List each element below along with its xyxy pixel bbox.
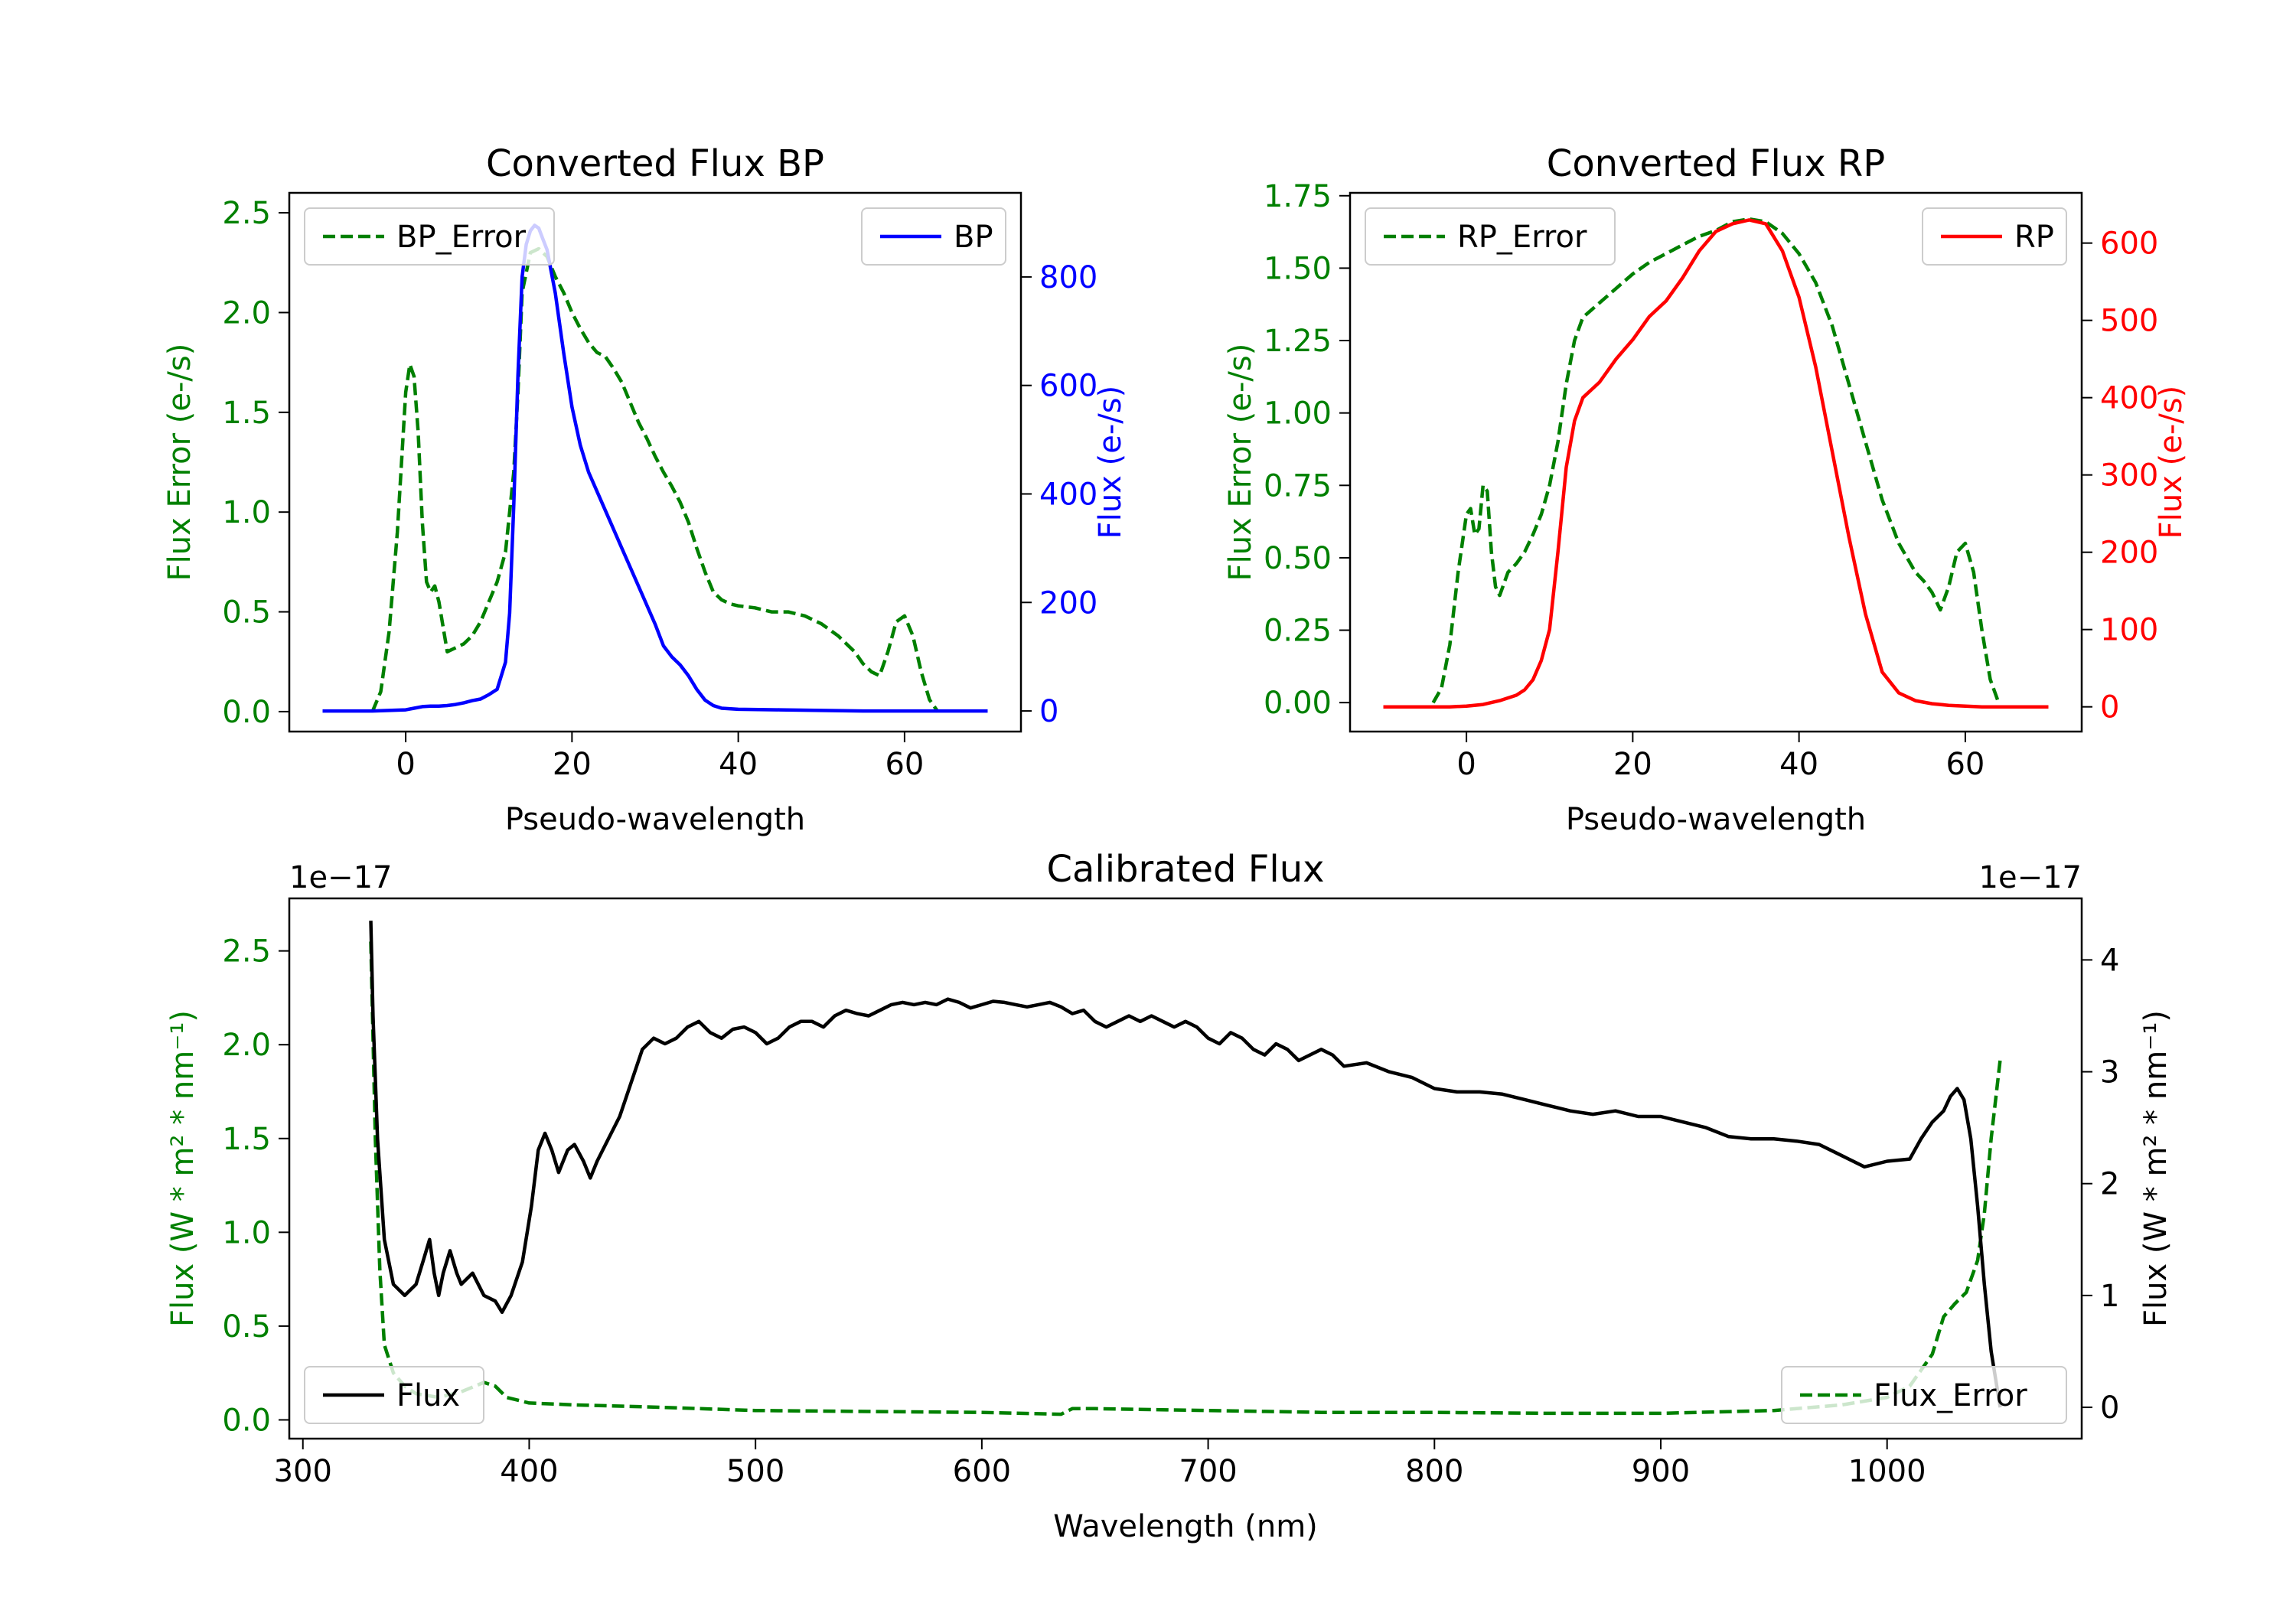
y-right-tick-label: 3 — [2100, 1055, 2119, 1090]
y-right-tick-label: 600 — [2100, 227, 2158, 262]
y-right-axis-label: Flux (W * m² * nm⁻¹) — [2138, 1010, 2174, 1327]
series-line-flux — [369, 921, 2002, 1408]
y-right-tick-label: 300 — [2100, 458, 2158, 494]
legend-box — [304, 1366, 484, 1424]
legend-rp-error: RP_Error — [1365, 207, 1616, 266]
y-left-tick-label: 1.0 — [222, 1215, 271, 1250]
y-left-tick-label: 1.50 — [1264, 251, 1332, 286]
y-right-tick-label: 400 — [1039, 477, 1097, 512]
y-right-tick-label: 0 — [2100, 1390, 2119, 1426]
x-axis-label: Pseudo-wavelength — [1566, 802, 1866, 837]
y-right-tick-label: 500 — [2100, 304, 2158, 339]
y-left-offset-text: 1e−17 — [289, 860, 392, 895]
x-tick-label: 0 — [396, 747, 415, 782]
y-left-tick-label: 0.5 — [222, 595, 271, 631]
y-left-tick-label: 0.75 — [1264, 468, 1332, 504]
legend-label: Flux — [396, 1378, 460, 1413]
legend-flux: Flux — [304, 1366, 484, 1424]
y-right-tick-label: 100 — [2100, 613, 2158, 648]
y-right-tick-label: 800 — [1039, 260, 1097, 295]
x-tick-label: 400 — [500, 1454, 558, 1489]
x-tick-label: 20 — [1613, 747, 1652, 782]
y-right-tick-label: 1 — [2100, 1279, 2119, 1314]
axes-frame — [288, 897, 2083, 1440]
y-right-axis-label: Flux (e-/s) — [1093, 386, 1128, 539]
x-tick-label: 60 — [1945, 747, 1985, 782]
axes-frame — [1349, 191, 2083, 733]
y-right-tick-label: 0 — [1039, 694, 1058, 729]
series-line-rp — [1383, 218, 2049, 709]
chart-panel-1: 0 20 40 60 0.0 0.5 1.0 1.5 2.0 2.5 0 200 400 600 800 Co… — [162, 142, 1128, 837]
y-left-tick-label: 1.75 — [1264, 179, 1332, 214]
x-tick-label: 700 — [1179, 1454, 1237, 1489]
y-left-tick-label: 1.5 — [222, 396, 271, 431]
x-tick-label: 60 — [885, 747, 924, 782]
y-left-tick-label: 0.50 — [1264, 541, 1332, 576]
legend-label: RP — [2014, 220, 2054, 255]
legend-label: Flux_Error — [1874, 1378, 2027, 1413]
legend-label: BP_Error — [396, 220, 527, 255]
legend-label: BP — [954, 220, 993, 255]
x-tick-label: 1000 — [1848, 1454, 1926, 1489]
y-left-tick-label: 0.25 — [1264, 614, 1332, 649]
x-axis-label: Pseudo-wavelength — [505, 802, 805, 837]
y-right-tick-label: 4 — [2100, 943, 2119, 978]
chart-title: Converted Flux BP — [486, 142, 824, 185]
y-left-tick-label: 1.00 — [1264, 396, 1332, 432]
y-right-tick-label: 2 — [2100, 1167, 2119, 1202]
y-left-tick-label: 2.5 — [222, 934, 271, 970]
series-line-rp-error — [1431, 217, 2001, 704]
y-left-tick-label: 0.5 — [222, 1309, 271, 1345]
legend-box — [304, 207, 555, 266]
x-axis-label: Wavelength (nm) — [1053, 1509, 1318, 1544]
series-line-bp — [322, 223, 988, 713]
y-left-tick-label: 1.0 — [222, 495, 271, 530]
y-left-tick-label: 2.0 — [222, 295, 271, 331]
y-right-tick-label: 400 — [2100, 381, 2158, 416]
chart-title: Calibrated Flux — [1046, 848, 1324, 891]
y-left-axis-label: Flux Error (e-/s) — [1223, 344, 1258, 582]
y-right-tick-label: 200 — [1039, 585, 1097, 621]
y-right-tick-label: 600 — [1039, 369, 1097, 404]
y-right-tick-label: 200 — [2100, 536, 2158, 571]
chart-panel-2: 0 20 40 60 0.00 0.25 0.50 0.75 1.00 1.25 1.50 1.75 0… — [1223, 142, 2189, 837]
legend-flux-error: Flux_Error — [1781, 1366, 2067, 1424]
y-right-axis-label: Flux (e-/s) — [2154, 386, 2189, 539]
y-left-axis-label: Flux (W * m² * nm⁻¹) — [165, 1010, 201, 1327]
x-tick-label: 40 — [1779, 747, 1818, 782]
legend-bp-error: BP_Error — [304, 207, 555, 266]
y-left-tick-label: 1.5 — [222, 1122, 271, 1157]
y-left-tick-label: 0.00 — [1264, 686, 1332, 721]
x-tick-label: 40 — [719, 747, 758, 782]
chart-panel-3: 300 400 500 600 700 800 900 1000 0.0 0.5 1.0 1.5 2.0… — [165, 848, 2174, 1544]
legend-box — [1365, 207, 1616, 266]
x-tick-label: 20 — [553, 747, 592, 782]
y-right-offset-text: 1e−17 — [1979, 860, 2082, 895]
x-tick-label: 600 — [953, 1454, 1011, 1489]
x-tick-label: 0 — [1456, 747, 1476, 782]
y-left-axis-label: Flux Error (e-/s) — [162, 344, 197, 582]
legend-box — [1781, 1366, 2067, 1424]
chart-title: Converted Flux RP — [1547, 142, 1885, 185]
x-tick-label: 300 — [274, 1454, 332, 1489]
y-left-tick-label: 2.5 — [222, 196, 271, 231]
x-tick-label: 500 — [726, 1454, 784, 1489]
y-left-tick-label: 1.25 — [1264, 324, 1332, 359]
legend-label: RP_Error — [1457, 220, 1587, 255]
legend-bp: BP — [861, 207, 1006, 266]
y-left-tick-label: 0.0 — [222, 695, 271, 730]
x-tick-label: 900 — [1632, 1454, 1690, 1489]
y-left-tick-label: 2.0 — [222, 1028, 271, 1063]
x-tick-label: 800 — [1405, 1454, 1463, 1489]
series-line-flux-error — [369, 941, 2002, 1416]
series-line-bp-error — [370, 246, 940, 713]
axes-frame — [288, 191, 1022, 733]
y-left-tick-label: 0.0 — [222, 1403, 271, 1438]
legend-rp: RP — [1922, 207, 2067, 266]
y-right-tick-label: 0 — [2100, 690, 2119, 725]
